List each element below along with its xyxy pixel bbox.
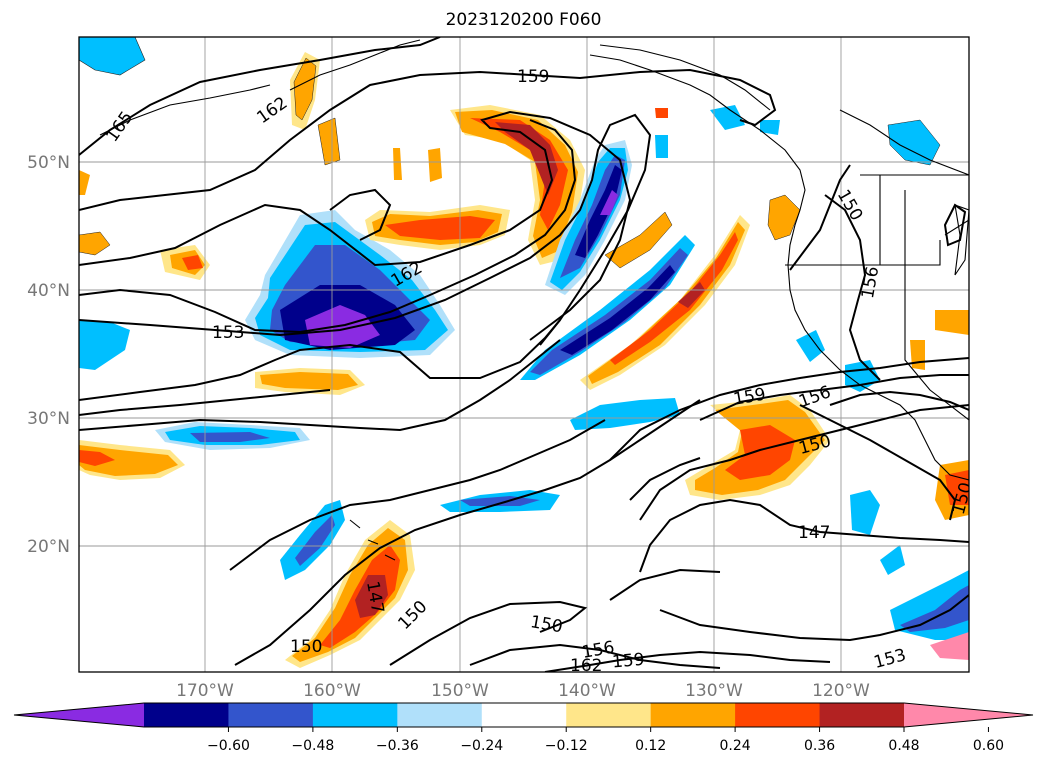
colorbar-cell: [228, 703, 314, 727]
colorbar: −0.60 −0.48 −0.36 −0.24 −0.12 0.12 0.24 …: [13, 702, 1034, 754]
lon-label: 120°W: [812, 681, 870, 701]
contour-label: 147: [798, 523, 830, 543]
colorbar-extend-left: [14, 703, 144, 727]
contour-label: 150: [949, 480, 977, 517]
lon-label: 130°W: [685, 681, 743, 701]
colorbar-tick-label: 0.60: [973, 738, 1004, 754]
lon-label: 160°W: [303, 681, 361, 701]
colorbar-cell: [819, 703, 905, 727]
lat-label: 20°N: [27, 537, 70, 557]
map-field: 165 162 159 162 153 156 150 156 159 150 …: [79, 37, 977, 676]
colorbar-tick-label: −0.48: [291, 738, 334, 754]
contour-label: 150: [529, 612, 564, 637]
lat-label: 30°N: [27, 409, 70, 429]
colorbar-tick-label: −0.36: [376, 738, 419, 754]
contour-label: 150: [394, 597, 431, 634]
contour-lines: [79, 37, 969, 672]
contour-label: 156: [858, 265, 883, 300]
colorbar-cell: [397, 703, 483, 727]
colorbar-cells: [13, 702, 1034, 732]
contour-label: 150: [290, 637, 322, 657]
colorbar-tick-label: 0.24: [720, 738, 751, 754]
colorbar-cell: [566, 703, 652, 727]
contour-label: 153: [872, 645, 909, 673]
colorbar-cell: [481, 703, 567, 727]
contour-label: 159: [517, 67, 549, 87]
colorbar-ticks: −0.60 −0.48 −0.36 −0.24 −0.12 0.12 0.24 …: [207, 738, 1004, 754]
contour-label: 165: [102, 108, 137, 146]
contour-label: 156: [796, 382, 833, 412]
colorbar-tick-label: 0.12: [635, 738, 666, 754]
contour-label: 162: [253, 93, 291, 128]
coastlines: [99, 39, 969, 561]
lon-label: 150°W: [431, 681, 489, 701]
colorbar-tick-label: −0.24: [460, 738, 503, 754]
lon-labels: 170°W 160°W 150°W 140°W 130°W 120°W: [176, 681, 870, 701]
shaded-field: [79, 37, 969, 668]
map-title: 2023120200 F060: [445, 10, 602, 30]
colorbar-extend-right: [904, 703, 1033, 727]
colorbar-tick-label: 0.36: [804, 738, 835, 754]
map-frame: [78, 36, 970, 673]
lon-label: 170°W: [176, 681, 234, 701]
colorbar-tick-label: 0.48: [888, 738, 919, 754]
contour-label: 153: [212, 323, 244, 343]
colorbar-tick-label: −0.60: [207, 738, 250, 754]
colorbar-outline: [13, 702, 1034, 728]
colorbar-tick-label: −0.12: [545, 738, 588, 754]
colorbar-cell: [312, 703, 398, 727]
lat-labels: 50°N 40°N 30°N 20°N: [27, 153, 70, 557]
lat-label: 50°N: [27, 153, 70, 173]
colorbar-cell: [144, 703, 229, 727]
lon-label: 140°W: [558, 681, 616, 701]
graticule: [79, 37, 969, 672]
lat-label: 40°N: [27, 281, 70, 301]
contour-label: 162: [570, 656, 602, 676]
colorbar-cell: [735, 703, 821, 727]
colorbar-cell: [650, 703, 736, 727]
contour-label: 159: [611, 650, 645, 673]
